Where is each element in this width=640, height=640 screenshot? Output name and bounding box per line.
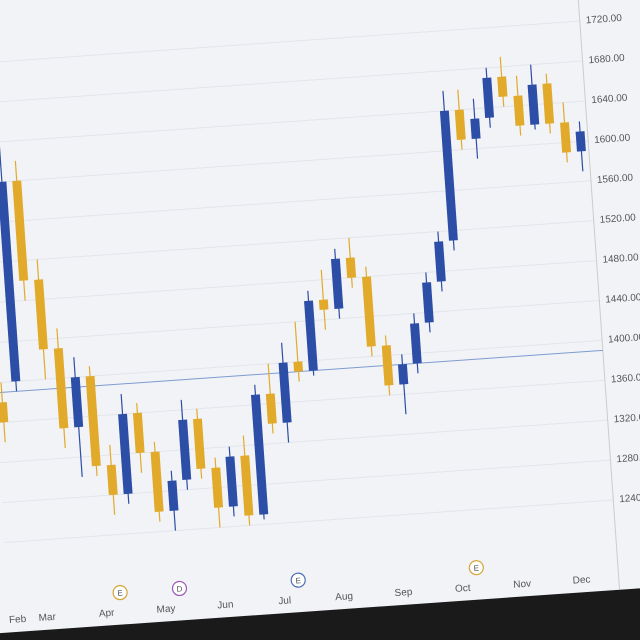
grid-line [0, 180, 591, 224]
candle-body [410, 323, 422, 364]
y-tick-label: 1720.00 [585, 13, 622, 27]
event-label: E [473, 564, 479, 573]
candle-body [70, 376, 84, 428]
y-tick-label: 1320.00 [613, 412, 640, 426]
event-badge [468, 560, 484, 576]
candle-body [240, 455, 254, 516]
candle-body [106, 464, 118, 496]
y-tick-label: 1280.00 [616, 452, 640, 466]
x-tick-label: Dec [572, 574, 591, 586]
axis-line [575, 0, 621, 590]
candle-body [34, 279, 48, 350]
y-tick-label: 1600.00 [594, 133, 631, 147]
grid-line [0, 220, 594, 264]
event-label: D [176, 584, 183, 593]
candle-body [542, 83, 555, 124]
grid-line [0, 20, 580, 65]
x-tick-label: Feb [9, 614, 27, 626]
y-tick-label: 1680.00 [588, 53, 625, 67]
candle-body [497, 76, 508, 97]
candle-body [167, 480, 179, 511]
y-tick-label: 1360.00 [611, 372, 640, 386]
grid-line [0, 260, 597, 304]
y-tick-label: 1480.00 [602, 252, 639, 266]
candle-body [439, 110, 458, 241]
y-tick-label: 1520.00 [599, 212, 636, 226]
candle-body [118, 413, 133, 495]
x-tick-label: May [156, 603, 176, 615]
grid-line [0, 100, 586, 145]
x-tick-label: Apr [99, 608, 116, 620]
event-badge [171, 580, 188, 597]
x-tick-label: Mar [38, 612, 57, 624]
candle-body [318, 299, 329, 311]
candle-body [225, 456, 238, 507]
x-tick-label: Jun [217, 599, 234, 611]
candle-body [560, 122, 572, 153]
candle-body [53, 348, 69, 429]
candle-body [250, 394, 269, 515]
candle-body [304, 300, 318, 371]
y-tick-label: 1400.00 [608, 332, 640, 346]
y-tick-label: 1240.00 [619, 492, 640, 506]
candle-body [527, 84, 540, 125]
candle-body [397, 364, 409, 385]
grid-line [4, 499, 614, 544]
candle-body [575, 131, 586, 152]
event-label: E [295, 576, 301, 585]
candle-body [192, 418, 206, 469]
candle-body [293, 361, 304, 372]
event-badge [112, 585, 128, 601]
candle-body [470, 118, 481, 139]
candle-body [178, 419, 192, 480]
candle-body [454, 109, 466, 141]
candle-body [278, 362, 292, 423]
candle-body [150, 451, 164, 512]
grid-line [0, 419, 608, 464]
event-label: E [117, 589, 123, 598]
candle-body [345, 257, 357, 279]
candle-body [362, 276, 376, 347]
grid-line [0, 60, 583, 105]
candle-body [381, 345, 394, 386]
candle-body [422, 282, 434, 323]
grid-line [0, 379, 605, 424]
candle-body [265, 393, 277, 424]
grid-line [1, 459, 611, 504]
candle-body [0, 181, 21, 382]
x-tick-label: Nov [513, 579, 532, 591]
y-tick-label: 1560.00 [597, 172, 634, 186]
candle-body [482, 77, 495, 118]
candle-body [330, 258, 344, 309]
y-tick-label: 1640.00 [591, 93, 628, 107]
x-tick-label: Jul [278, 595, 292, 607]
candle-body [12, 180, 29, 281]
candle-body [132, 412, 145, 454]
event-badge [290, 572, 306, 588]
candle-body [0, 402, 9, 423]
bezel [0, 586, 640, 640]
grid-line [0, 140, 589, 184]
x-tick-label: Aug [335, 591, 354, 603]
y-tick-label: 1440.00 [605, 292, 640, 306]
candle-body [513, 95, 525, 126]
candle-body [85, 375, 101, 467]
candle-body [211, 467, 224, 508]
candle-body [434, 241, 446, 282]
x-tick-label: Sep [394, 587, 413, 599]
x-tick-label: Oct [455, 583, 472, 595]
